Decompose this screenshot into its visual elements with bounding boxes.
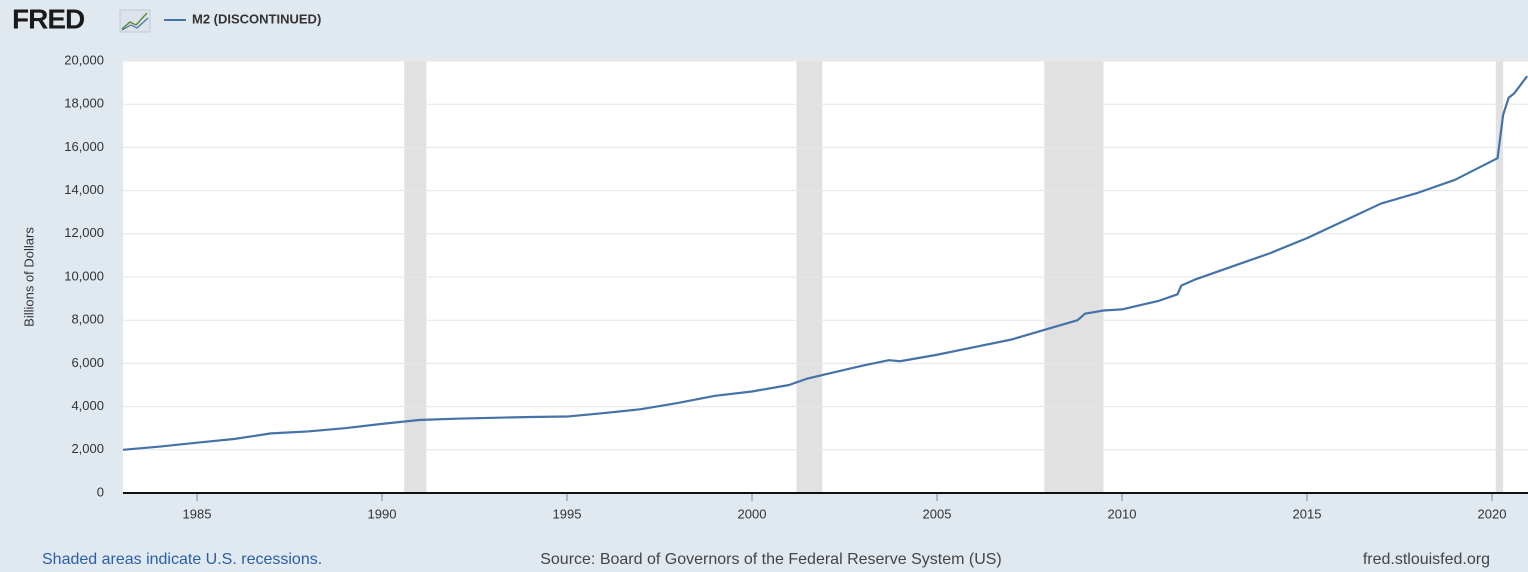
y-tick-label: 2,000 xyxy=(71,441,104,456)
y-tick-label: 16,000 xyxy=(64,139,104,154)
series-line xyxy=(122,75,1528,451)
y-tick-label: 14,000 xyxy=(64,182,104,197)
y-tick-label: 8,000 xyxy=(71,312,104,327)
x-tick-label: 2005 xyxy=(923,506,952,521)
legend-label: M2 (DISCONTINUED) xyxy=(192,11,321,26)
footer-note: Shaded areas indicate U.S. recessions. xyxy=(42,551,322,568)
y-tick-label: 10,000 xyxy=(64,268,104,283)
x-tick-label: 1995 xyxy=(553,506,582,521)
y-tick-label: 18,000 xyxy=(64,96,104,111)
footer-source: Source: Board of Governors of the Federa… xyxy=(540,551,1002,568)
y-axis-label: Billions of Dollars xyxy=(21,227,36,327)
y-tick-label: 12,000 xyxy=(64,225,104,240)
y-tick-label: 4,000 xyxy=(71,398,104,413)
logo: FRED xyxy=(12,3,85,34)
x-tick-label: 1985 xyxy=(183,506,212,521)
y-tick-label: 6,000 xyxy=(71,355,104,370)
x-tick-label: 1990 xyxy=(368,506,397,521)
x-tick-label: 2000 xyxy=(738,506,767,521)
x-tick-label: 2020 xyxy=(1478,506,1507,521)
y-tick-label: 20,000 xyxy=(64,52,104,67)
logo-icon xyxy=(119,9,151,33)
y-tick-label: 0 xyxy=(97,484,104,499)
x-tick-label: 2010 xyxy=(1108,506,1137,521)
footer-site: fred.stlouisfed.org xyxy=(1363,551,1490,568)
x-tick-label: 2015 xyxy=(1293,506,1322,521)
